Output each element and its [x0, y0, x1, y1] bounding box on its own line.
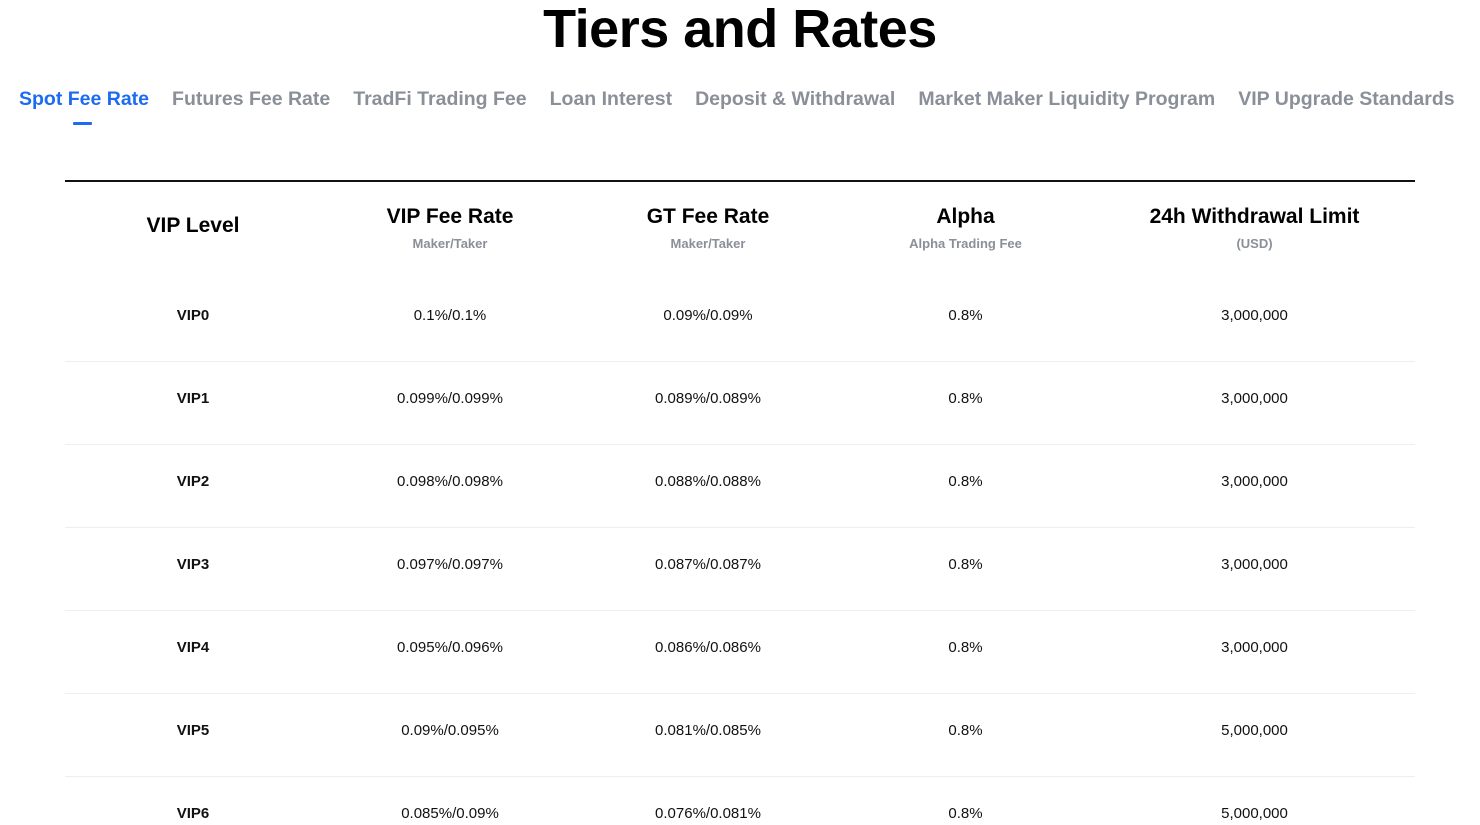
table-row: VIP0 0.1%/0.1% 0.09%/0.09% 0.8% 3,000,00… — [65, 279, 1415, 362]
table-header: VIP Level VIP Fee Rate Maker/Taker GT Fe… — [65, 182, 1415, 279]
withdrawal-limit-cell: 3,000,000 — [1221, 556, 1288, 573]
withdrawal-limit-cell: 3,000,000 — [1221, 390, 1288, 407]
gt-fee-rate-cell: 0.087%/0.087% — [655, 556, 761, 573]
tab-label: TradFi Trading Fee — [353, 88, 527, 110]
column-subtitle: Maker/Taker — [670, 236, 746, 251]
withdrawal-limit-cell: 5,000,000 — [1221, 722, 1288, 739]
tab-tradfi-trading-fee[interactable]: TradFi Trading Fee — [353, 86, 526, 112]
column-title: VIP Level — [146, 214, 240, 237]
vip-level-cell: VIP3 — [176, 556, 210, 573]
alpha-fee-cell: 0.8% — [948, 556, 983, 573]
vip-level-cell: VIP4 — [176, 639, 210, 656]
vip-level-cell: VIP2 — [176, 473, 210, 490]
withdrawal-limit-cell: 3,000,000 — [1221, 307, 1288, 324]
tab-label: Loan Interest — [549, 88, 673, 110]
tab-label: Futures Fee Rate — [172, 88, 331, 110]
vip-fee-rate-cell: 0.099%/0.099% — [397, 390, 503, 407]
table-row: VIP1 0.099%/0.099% 0.089%/0.089% 0.8% 3,… — [65, 362, 1415, 445]
withdrawal-limit-cell: 3,000,000 — [1221, 473, 1288, 490]
tab-loan-interest[interactable]: Loan Interest — [550, 86, 672, 112]
tab-vip-upgrade-standards[interactable]: VIP Upgrade Standards — [1238, 86, 1454, 112]
table-row: VIP4 0.095%/0.096% 0.086%/0.086% 0.8% 3,… — [65, 611, 1415, 694]
tab-label: Deposit & Withdrawal — [695, 88, 896, 110]
fee-rate-table: VIP Level VIP Fee Rate Maker/Taker GT Fe… — [65, 180, 1415, 825]
vip-level-cell: VIP0 — [176, 307, 210, 324]
tab-label: VIP Upgrade Standards — [1238, 88, 1455, 110]
vip-level-cell: VIP6 — [176, 805, 210, 822]
gt-fee-rate-cell: 0.081%/0.085% — [655, 722, 761, 739]
alpha-fee-cell: 0.8% — [948, 722, 983, 739]
column-subtitle: Maker/Taker — [412, 236, 488, 251]
vip-fee-rate-cell: 0.09%/0.095% — [401, 722, 499, 739]
alpha-fee-cell: 0.8% — [948, 307, 983, 324]
table-row: VIP5 0.09%/0.095% 0.081%/0.085% 0.8% 5,0… — [65, 694, 1415, 777]
table-row: VIP2 0.098%/0.098% 0.088%/0.088% 0.8% 3,… — [65, 445, 1415, 528]
gt-fee-rate-cell: 0.089%/0.089% — [655, 390, 761, 407]
alpha-fee-cell: 0.8% — [948, 805, 983, 822]
active-tab-indicator — [73, 122, 92, 125]
gt-fee-rate-cell: 0.076%/0.081% — [655, 805, 761, 822]
vip-fee-rate-cell: 0.1%/0.1% — [413, 307, 487, 324]
column-header-vip-fee-rate: VIP Fee Rate Maker/Taker — [321, 182, 579, 279]
tab-label: Market Maker Liquidity Program — [918, 88, 1216, 110]
table-row: VIP3 0.097%/0.097% 0.087%/0.087% 0.8% 3,… — [65, 528, 1415, 611]
column-title: Alpha — [936, 205, 995, 228]
vip-level-cell: VIP1 — [176, 390, 210, 407]
alpha-fee-cell: 0.8% — [948, 639, 983, 656]
vip-level-cell: VIP5 — [176, 722, 210, 739]
alpha-fee-cell: 0.8% — [948, 390, 983, 407]
column-header-vip-level: VIP Level — [65, 182, 321, 279]
vip-fee-rate-cell: 0.098%/0.098% — [397, 473, 503, 490]
withdrawal-limit-cell: 5,000,000 — [1221, 805, 1288, 822]
vip-fee-rate-cell: 0.097%/0.097% — [397, 556, 503, 573]
gt-fee-rate-cell: 0.086%/0.086% — [655, 639, 761, 656]
vip-fee-rate-cell: 0.085%/0.09% — [401, 805, 499, 822]
tab-deposit-withdrawal[interactable]: Deposit & Withdrawal — [695, 86, 895, 112]
gt-fee-rate-cell: 0.09%/0.09% — [663, 307, 753, 324]
column-subtitle: (USD) — [1236, 236, 1273, 251]
alpha-fee-cell: 0.8% — [948, 473, 983, 490]
gt-fee-rate-cell: 0.088%/0.088% — [655, 473, 761, 490]
column-header-withdrawal-limit: 24h Withdrawal Limit (USD) — [1094, 182, 1415, 279]
column-header-alpha: Alpha Alpha Trading Fee — [837, 182, 1094, 279]
tab-market-maker-liquidity-program[interactable]: Market Maker Liquidity Program — [918, 86, 1215, 112]
column-subtitle: Alpha Trading Fee — [909, 236, 1022, 251]
tab-futures-fee-rate[interactable]: Futures Fee Rate — [172, 86, 330, 112]
tab-label: Spot Fee Rate — [19, 88, 150, 110]
column-title: 24h Withdrawal Limit — [1149, 205, 1360, 228]
column-title: GT Fee Rate — [646, 205, 770, 228]
page-title: Tiers and Rates — [543, 0, 937, 59]
vip-fee-rate-cell: 0.095%/0.096% — [397, 639, 503, 656]
table-row: VIP6 0.085%/0.09% 0.076%/0.081% 0.8% 5,0… — [65, 777, 1415, 825]
tab-spot-fee-rate[interactable]: Spot Fee Rate — [19, 86, 150, 125]
column-title: VIP Fee Rate — [386, 205, 514, 228]
withdrawal-limit-cell: 3,000,000 — [1221, 639, 1288, 656]
tab-bar: Spot Fee Rate Futures Fee Rate TradFi Tr… — [19, 86, 1455, 125]
column-header-gt-fee-rate: GT Fee Rate Maker/Taker — [579, 182, 837, 279]
